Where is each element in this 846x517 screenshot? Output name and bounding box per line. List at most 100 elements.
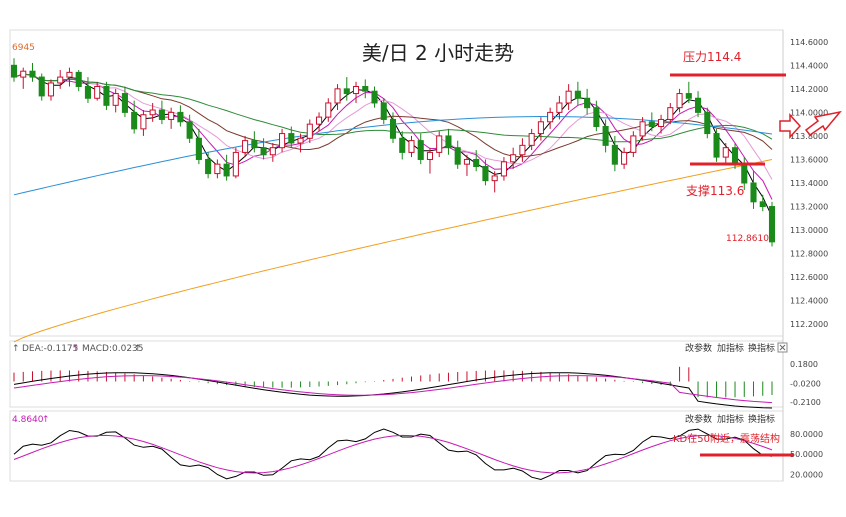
candle — [704, 107, 711, 139]
candle-body — [389, 118, 397, 139]
candle — [168, 107, 175, 129]
candle — [362, 79, 369, 99]
candle — [232, 147, 239, 179]
candle-body — [482, 166, 489, 182]
kd-btn-switch-indicator[interactable]: 换指标 — [748, 413, 775, 425]
svg-text:↑: ↑ — [12, 344, 20, 354]
candle — [408, 135, 415, 158]
macd-btn-add-indicator[interactable]: 加指标 — [717, 342, 744, 354]
candle — [528, 128, 535, 151]
direction-arrow-icon — [779, 110, 842, 139]
candle — [611, 135, 618, 172]
candle-body — [371, 90, 378, 104]
candle-body — [547, 111, 554, 123]
candle-body — [565, 90, 572, 104]
low-price-label: 112.8610 — [726, 234, 769, 244]
candle-body — [47, 82, 55, 97]
candle — [57, 70, 64, 89]
candle — [306, 119, 313, 143]
kd-value: 4.8640 — [12, 415, 44, 425]
candle — [556, 95, 563, 120]
candle — [648, 112, 655, 132]
candle-body — [223, 163, 230, 177]
candle — [10, 58, 18, 82]
candle-body — [66, 71, 73, 78]
y-tick-label: 114.6000 — [790, 38, 828, 47]
candle-body — [242, 140, 249, 153]
candle-body — [463, 158, 470, 165]
macd-panel — [9, 340, 784, 408]
candle-body — [510, 154, 517, 163]
macd-dea-line — [13, 375, 773, 404]
candle-body — [519, 144, 526, 156]
candle-body — [695, 97, 702, 113]
candle — [621, 147, 628, 169]
candle-body — [658, 118, 665, 128]
candle-body — [768, 206, 776, 243]
candle-body — [20, 70, 27, 78]
candle — [713, 128, 720, 162]
candle — [29, 62, 36, 82]
dea-value: DEA:-0.1175 — [22, 344, 78, 354]
candle-body — [741, 163, 748, 184]
candle — [297, 133, 304, 153]
candle-body — [574, 90, 581, 99]
macd-y-axis: 0.1800 -0.0200 -0.2100 — [790, 360, 821, 407]
ma-line-5 — [13, 73, 773, 200]
candle — [269, 142, 276, 162]
macd-btn-switch-indicator[interactable]: 换指标 — [748, 342, 775, 354]
candle-body — [722, 147, 729, 158]
candle-body — [454, 147, 461, 165]
candle-body — [260, 147, 267, 156]
ma-line-8 — [13, 73, 773, 180]
candle — [195, 128, 202, 165]
close-icon[interactable] — [777, 342, 788, 353]
candle-body — [279, 133, 286, 149]
candle — [436, 131, 443, 158]
candle — [38, 73, 45, 101]
kd-k-line — [13, 428, 773, 481]
candle-body — [131, 111, 138, 130]
candlestick-series — [10, 58, 776, 247]
macd-y-tick-label: -0.2100 — [790, 398, 821, 407]
candle-body — [593, 107, 600, 128]
candle — [676, 88, 683, 113]
candle-body — [630, 135, 637, 153]
kd-btn-params[interactable]: 改参数 — [685, 413, 712, 425]
main-panel — [9, 29, 784, 337]
candle — [426, 147, 434, 174]
candle — [112, 88, 119, 113]
macd-series — [13, 366, 773, 409]
candle — [242, 135, 249, 158]
candle — [214, 159, 221, 179]
kd-panel — [9, 410, 784, 482]
candle-body — [334, 88, 341, 104]
candle — [491, 171, 498, 193]
candle-body — [149, 109, 156, 116]
candle-body — [704, 111, 711, 135]
candle-body — [750, 182, 757, 203]
candle-body — [177, 111, 184, 123]
candle — [334, 84, 341, 111]
candle-body — [408, 140, 415, 153]
candle — [325, 98, 332, 122]
candle — [158, 100, 165, 125]
candle — [94, 81, 101, 101]
candle — [463, 154, 470, 176]
y-tick-label: 112.4000 — [790, 297, 828, 306]
macd-btn-params[interactable]: 改参数 — [685, 342, 712, 354]
candle — [658, 114, 665, 134]
kd-btn-add-indicator[interactable]: 加指标 — [717, 413, 744, 425]
candle-body — [713, 133, 720, 158]
candle — [473, 150, 480, 172]
kd-note: KD在50附近，震荡结构 — [673, 432, 780, 445]
candle-body — [269, 147, 276, 156]
candle — [510, 147, 517, 169]
candle-body — [343, 88, 350, 95]
macd-value: MACD:0.0235 — [82, 344, 144, 354]
candle — [279, 128, 286, 153]
candle — [20, 67, 27, 89]
candle-body — [648, 121, 655, 128]
candle-body — [676, 93, 683, 109]
